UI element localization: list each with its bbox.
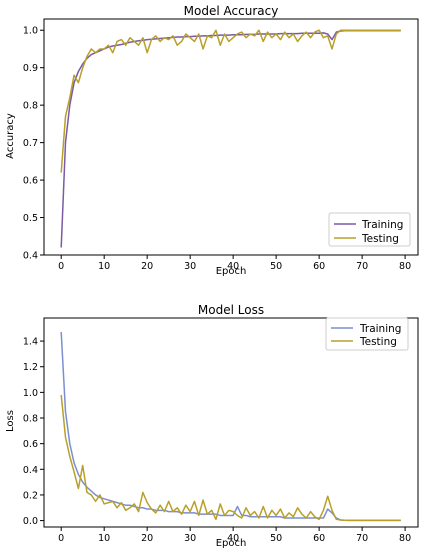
loss-x-tick-label: 20	[141, 533, 153, 544]
loss-x-tick-label: 80	[399, 533, 411, 544]
accuracy-x-tick-label: 10	[98, 261, 110, 272]
loss-y-label: Loss	[5, 410, 16, 432]
loss-chart: Model Loss 0.0 0.2 0.4 0.6 0.8 1.0 1.2 1.4 0 10 2…	[5, 303, 419, 549]
loss-y-ticks: 0.0 0.2 0.4 0.6 0.8 1.0 1.2 1.4	[23, 337, 44, 527]
loss-y-tick-label: 0.4	[23, 465, 38, 476]
loss-x-tick-label: 10	[98, 533, 110, 544]
accuracy-x-tick-label: 50	[270, 261, 282, 272]
accuracy-x-label: Epoch	[216, 266, 247, 277]
loss-x-tick-label: 40	[227, 533, 239, 544]
accuracy-x-tick-label: 30	[184, 261, 196, 272]
accuracy-y-tick-label: 0.7	[23, 138, 38, 149]
accuracy-y-tick-label: 0.6	[23, 176, 38, 187]
accuracy-legend-label-training: Training	[361, 219, 403, 231]
loss-x-tick-label: 70	[356, 533, 368, 544]
accuracy-y-label: Accuracy	[5, 113, 16, 159]
accuracy-y-tick-label: 1.0	[23, 26, 38, 37]
accuracy-y-tick-label: 0.5	[23, 213, 38, 224]
accuracy-x-tick-label: 0	[58, 261, 64, 272]
accuracy-series-testing-line	[60, 29, 401, 173]
loss-x-tick-label: 30	[184, 533, 196, 544]
accuracy-y-tick-label: 0.8	[23, 101, 38, 112]
loss-series-testing-line	[60, 394, 401, 522]
loss-plot-area	[43, 317, 419, 528]
accuracy-legend: Training Testing	[328, 212, 411, 247]
accuracy-legend-label-testing: Testing	[361, 233, 399, 245]
loss-x-tick-label: 50	[270, 533, 282, 544]
accuracy-y-ticks: 0.4 0.5 0.6 0.7 0.8 0.9 1.0	[23, 26, 44, 262]
loss-y-tick-label: 0.2	[23, 490, 38, 501]
accuracy-plot-area	[43, 18, 419, 256]
accuracy-chart-title: Model Accuracy	[184, 4, 279, 18]
loss-legend-label-training: Training	[359, 323, 401, 335]
loss-y-tick-label: 1.0	[23, 388, 38, 399]
accuracy-chart: Model Accuracy 0.4 0.5 0.6 0.7 0.8 0.9 1.0 0 10…	[5, 4, 419, 277]
loss-y-tick-label: 1.2	[23, 362, 38, 373]
loss-y-tick-label: 1.4	[23, 337, 38, 348]
loss-x-label: Epoch	[216, 538, 247, 549]
accuracy-x-tick-label: 60	[313, 261, 325, 272]
accuracy-y-tick-label: 0.9	[23, 63, 38, 74]
loss-x-tick-label: 60	[313, 533, 325, 544]
accuracy-x-tick-label: 70	[356, 261, 368, 272]
loss-series-lines	[60, 332, 401, 522]
accuracy-x-tick-label: 40	[227, 261, 239, 272]
accuracy-series-lines	[60, 29, 401, 248]
loss-y-tick-label: 0.8	[23, 414, 38, 425]
loss-y-tick-label: 0.6	[23, 439, 38, 450]
loss-legend: Training Testing	[325, 317, 409, 351]
loss-x-ticks: 0 10 20 30 40 50 60 70 80	[58, 527, 411, 544]
loss-legend-label-testing: Testing	[359, 336, 397, 348]
loss-series-training-line	[60, 332, 401, 522]
accuracy-x-tick-label: 80	[399, 261, 411, 272]
accuracy-y-tick-label: 0.4	[23, 251, 38, 262]
loss-legend-box	[325, 317, 409, 351]
loss-chart-title: Model Loss	[198, 303, 264, 317]
loss-x-tick-label: 0	[58, 533, 64, 544]
accuracy-x-tick-label: 20	[141, 261, 153, 272]
loss-y-tick-label: 0.0	[23, 516, 38, 527]
accuracy-x-ticks: 0 10 20 30 40 50 60 70 80	[58, 255, 411, 272]
